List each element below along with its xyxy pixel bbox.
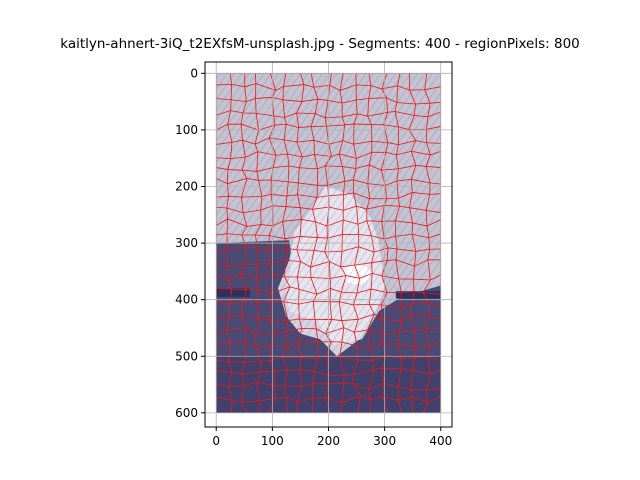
segment-boundary bbox=[366, 73, 375, 413]
x-tick-label: 100 bbox=[261, 434, 284, 448]
x-tick-label: 300 bbox=[373, 434, 396, 448]
x-axis: 0 100 200 300 400 bbox=[212, 427, 452, 448]
x-tick-label: 200 bbox=[317, 434, 340, 448]
y-tick-label: 200 bbox=[175, 179, 198, 193]
segment-boundary bbox=[282, 73, 291, 413]
chart-title: kaitlyn-ahnert-3iQ_t2EXfsM-unsplash.jpg … bbox=[60, 36, 580, 52]
y-tick-label: 500 bbox=[175, 349, 198, 363]
x-tick-label: 400 bbox=[429, 434, 452, 448]
y-tick-label: 400 bbox=[175, 293, 198, 307]
y-axis: 0 100 200 300 400 500 600 bbox=[175, 66, 205, 420]
y-tick-label: 0 bbox=[190, 66, 198, 80]
y-tick-label: 100 bbox=[175, 123, 198, 137]
segment-boundary bbox=[268, 73, 277, 413]
y-tick-label: 300 bbox=[175, 236, 198, 250]
segment-boundary bbox=[226, 73, 233, 413]
x-tick-label: 0 bbox=[212, 434, 220, 448]
segment-boundary bbox=[324, 73, 333, 413]
segment-boundary bbox=[352, 73, 361, 413]
segment-boundary bbox=[422, 73, 431, 413]
segment-boundary bbox=[254, 73, 263, 413]
y-tick-label: 600 bbox=[175, 406, 198, 420]
segment-boundary bbox=[240, 73, 248, 413]
grid bbox=[205, 62, 452, 427]
